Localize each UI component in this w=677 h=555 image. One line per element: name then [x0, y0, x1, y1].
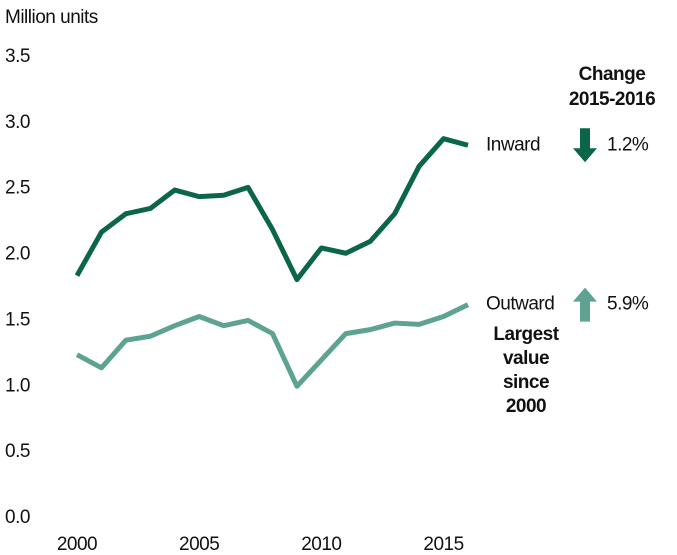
- y-tick-label: 0.5: [5, 441, 30, 462]
- series-label: Inward: [486, 134, 540, 155]
- change-heading: Change: [579, 64, 646, 85]
- line-series: [74, 136, 469, 283]
- y-tick-label: 2.0: [5, 244, 30, 265]
- note: value: [503, 348, 549, 369]
- x-tick-label: 2000: [57, 534, 97, 555]
- y-axis-label: Million units: [5, 7, 98, 28]
- change-arrow: [573, 287, 597, 322]
- note: 2000: [506, 396, 546, 417]
- x-tick-label: 2015: [423, 534, 463, 555]
- y-tick-label: 2.5: [5, 178, 30, 199]
- y-tick-label: 1.5: [5, 309, 30, 330]
- change-heading: 2015-2016: [569, 89, 655, 110]
- line-series: [75, 302, 470, 389]
- x-tick-label: 2010: [301, 534, 341, 555]
- x-tick-label: 2005: [179, 534, 219, 555]
- y-tick-label: 1.0: [5, 375, 30, 396]
- change-label: 1.2%: [607, 134, 649, 155]
- change-arrow: [573, 128, 597, 163]
- y-tick-label: 0.0: [5, 507, 30, 528]
- series-label: Outward: [486, 294, 554, 315]
- note: since: [503, 372, 549, 393]
- change-label: 5.9%: [607, 294, 649, 315]
- note: Largest: [493, 324, 559, 345]
- y-tick-label: 3.5: [5, 46, 30, 67]
- y-tick-label: 3.0: [5, 112, 30, 133]
